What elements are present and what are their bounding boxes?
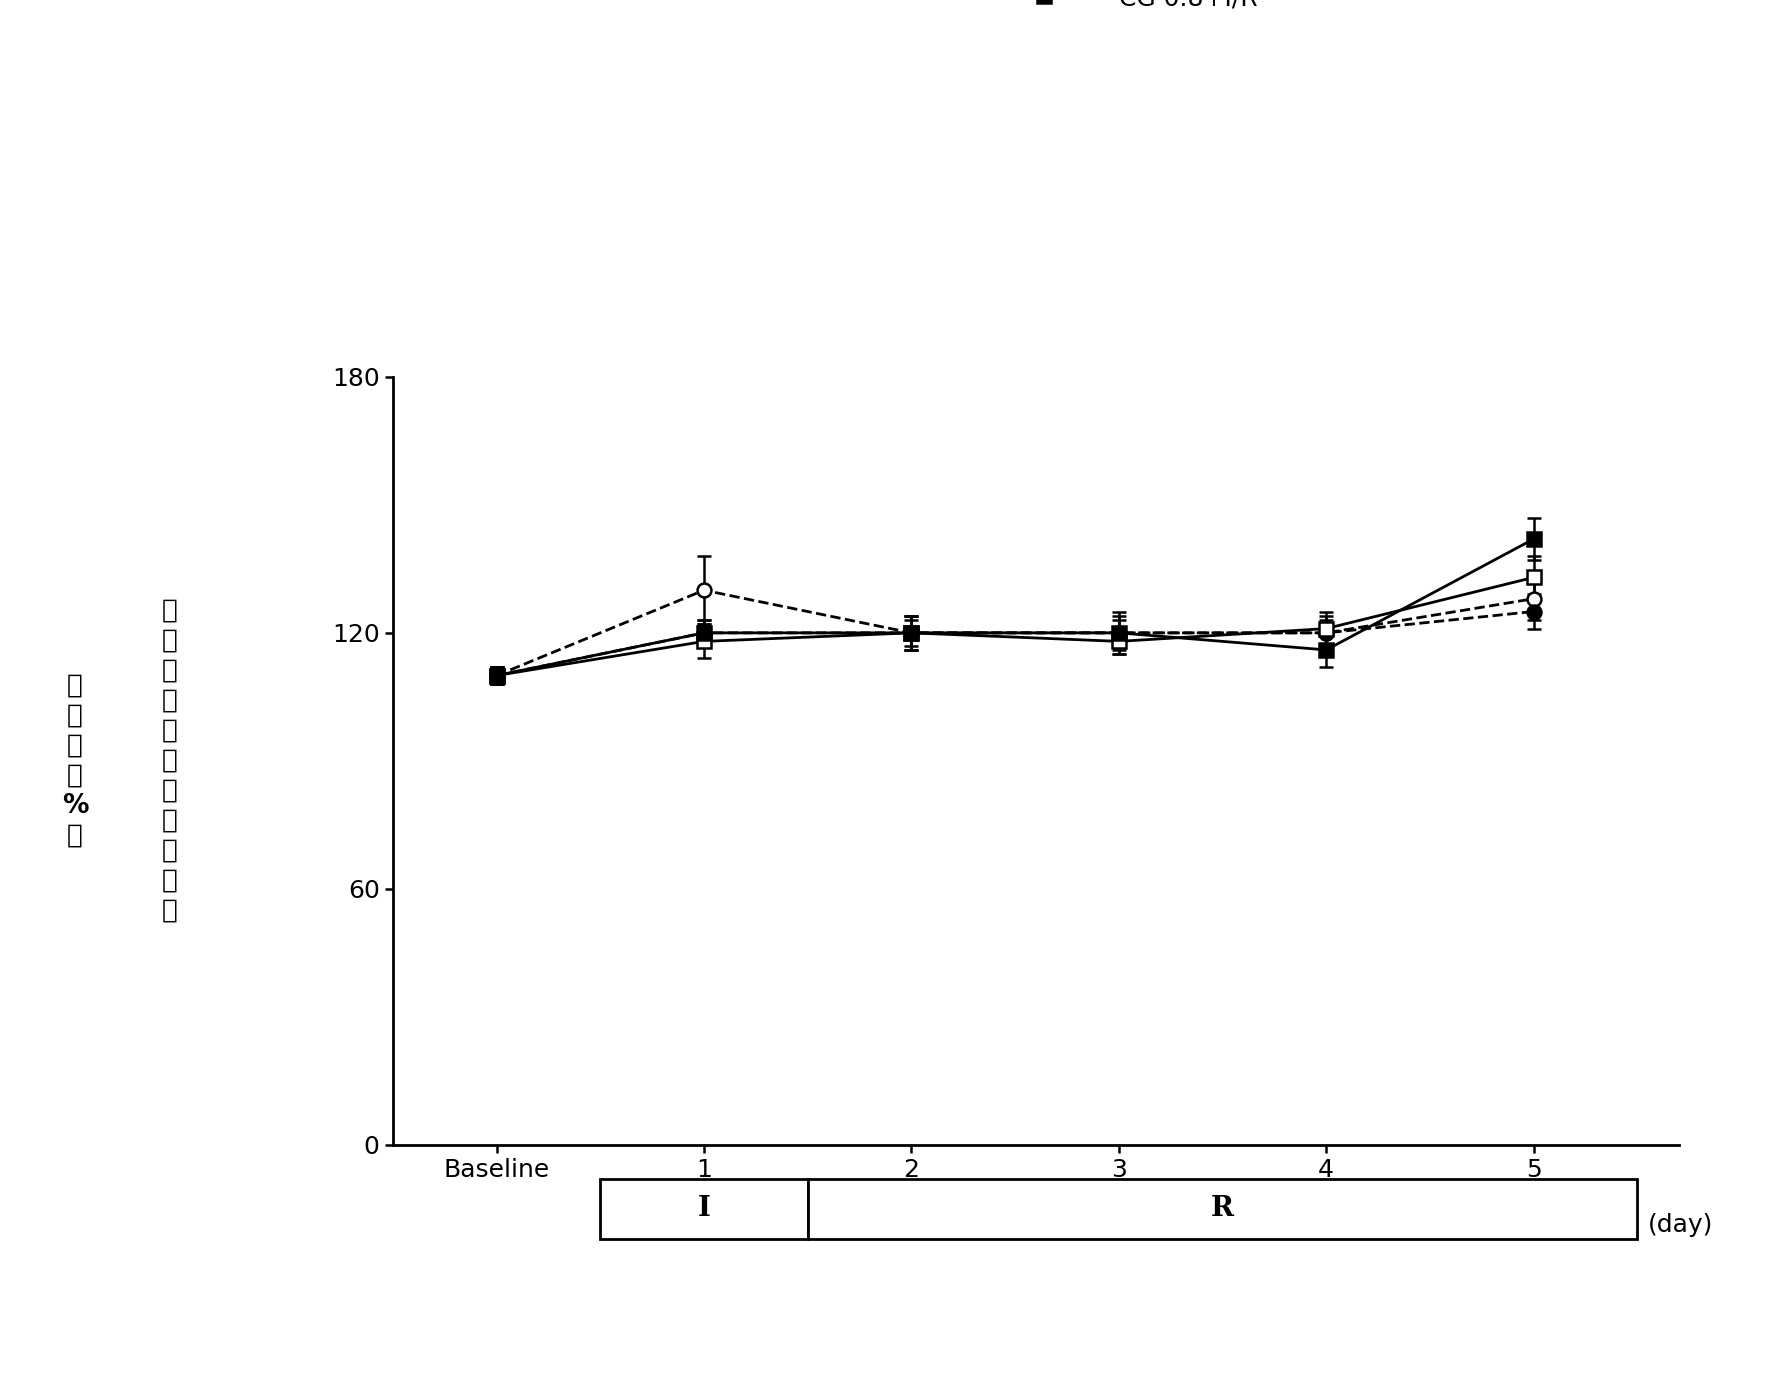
Text: I: I bbox=[698, 1195, 711, 1223]
Bar bbox=[600, 1178, 807, 1238]
Text: 变
化
率
（
%
）: 变 化 率 （ % ） bbox=[63, 673, 88, 849]
Bar bbox=[807, 1178, 1638, 1238]
Text: 各
组
蒙
古
沙
鼠
脑
血
流
量
的: 各 组 蒙 古 沙 鼠 脑 血 流 量 的 bbox=[163, 597, 177, 924]
Legend: Sham, I/R, CG 0.4+I/R, CG 0.8+I/R: Sham, I/R, CG 0.4+I/R, CG 0.8+I/R bbox=[984, 0, 1268, 20]
Text: R: R bbox=[1211, 1195, 1234, 1223]
Text: (day): (day) bbox=[1648, 1213, 1713, 1237]
